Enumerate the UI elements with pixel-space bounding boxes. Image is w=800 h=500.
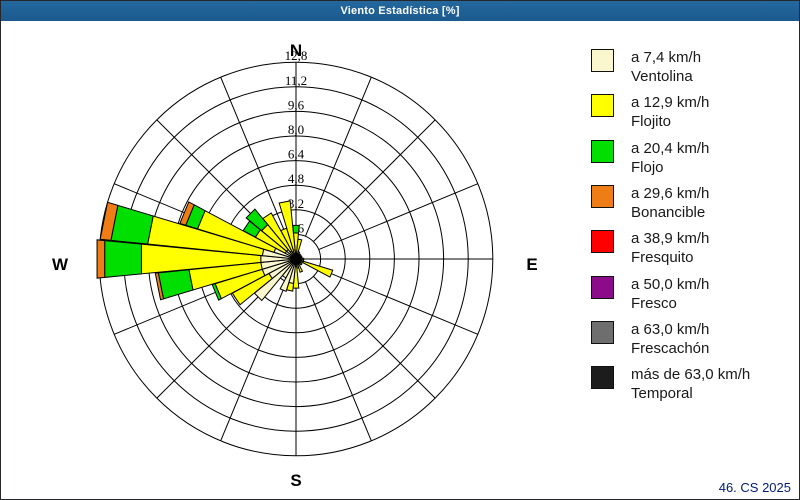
legend-label: más de 63,0 km/h Temporal [631, 365, 750, 403]
rose-petal-NbW [278, 200, 296, 251]
legend-item-ventolina: a 7,4 km/h Ventolina [589, 48, 789, 92]
grid-spoke [318, 183, 479, 251]
compass-label-w: W [52, 255, 69, 274]
ring-label: 9,6 [288, 97, 305, 112]
legend-label: a 12,9 km/h Flojito [631, 93, 709, 131]
grid-spoke [313, 119, 436, 242]
grid-spoke [304, 281, 372, 442]
legend-item-frescachón: a 63,0 km/h Frescachón [589, 320, 789, 364]
legend-item-temporal: más de 63,0 km/h Temporal [589, 365, 789, 409]
legend-swatch [591, 94, 614, 118]
ring-label: 4,8 [288, 171, 304, 186]
legend-name: Flojito [631, 113, 672, 131]
legend-label: a 38,9 km/h Fresquito [631, 229, 709, 267]
rose-petal-WbS [157, 269, 194, 300]
legend-name: Bonancible [631, 203, 706, 221]
legend-label: a 29,6 km/h Bonancible [631, 184, 709, 222]
legend-item-flojito: a 12,9 km/h Flojito [589, 93, 789, 137]
legend-swatch [591, 320, 614, 344]
legend-swatch [591, 49, 614, 72]
legend-speed: a 50,0 km/h [631, 275, 710, 293]
rose-petal-W [104, 240, 142, 278]
legend-label: a 20,4 km/h Flojo [631, 139, 709, 177]
legend-name: Fresco [631, 294, 677, 312]
legend-item-fresco: a 50,0 km/h Fresco [589, 275, 789, 319]
legend-label: a 63,0 km/h Frescachón [631, 320, 709, 358]
compass-label-e: E [526, 255, 537, 274]
ring-label: 12,8 [285, 48, 308, 63]
legend-item-bonancible: a 29,6 km/h Bonancible [589, 184, 789, 228]
footer-caption: 46. CS 2025 [718, 480, 791, 495]
ring-label: 6,4 [288, 147, 305, 162]
rose-petal-NWbN [262, 212, 293, 253]
compass-label-n: N [290, 41, 302, 60]
rose-petal-ESE [302, 260, 334, 278]
ring-label: 8,0 [288, 122, 304, 137]
legend-label: a 7,4 km/h Ventolina [631, 48, 701, 86]
legend-speed: a 38,9 km/h [631, 230, 710, 248]
legend-speed: a 29,6 km/h [631, 184, 710, 202]
rose-petal-NW [245, 208, 269, 232]
grid-spoke [220, 281, 288, 442]
legend-label: a 50,0 km/h Fresco [631, 275, 709, 313]
legend-swatch [591, 139, 614, 163]
legend-name: Ventolina [631, 68, 693, 85]
grid-spoke [304, 76, 372, 237]
rose-petal-WbN [110, 204, 154, 245]
legend-item-flojo: a 20,4 km/h Flojo [589, 139, 789, 183]
ring-label: 3,2 [288, 196, 304, 211]
title-bar[interactable]: Viento Estadística [%] [1, 1, 799, 21]
legend-swatch [591, 184, 614, 208]
legend-name: Frescachón [631, 339, 710, 357]
window-title: Viento Estadística [%] [340, 5, 460, 17]
rose-petal-WNW [179, 201, 195, 226]
legend-swatch [591, 230, 614, 254]
legend-name: Flojo [631, 158, 664, 176]
legend-name: Fresquito [631, 249, 694, 267]
legend-item-fresquito: a 38,9 km/h Fresquito [589, 229, 789, 273]
ring-label: 11,2 [285, 73, 307, 88]
rose-petal-W [96, 239, 106, 279]
legend-speed: a 7,4 km/h [631, 49, 702, 66]
legend-name: Temporal [631, 385, 693, 403]
compass-label-s: S [290, 471, 301, 490]
grid-spoke [318, 267, 479, 335]
legend-speed: a 20,4 km/h [631, 139, 710, 157]
legend-speed: a 63,0 km/h [631, 320, 710, 338]
rose-petal-WbS [154, 272, 165, 301]
legend-speed: más de 63,0 km/h [631, 366, 751, 384]
legend-swatch [591, 275, 614, 299]
grid-spoke [220, 76, 288, 237]
grid-spoke [313, 276, 436, 399]
legend-speed: a 12,9 km/h [631, 94, 710, 112]
rose-petal-WbN [99, 201, 119, 241]
legend-swatch [591, 366, 614, 390]
